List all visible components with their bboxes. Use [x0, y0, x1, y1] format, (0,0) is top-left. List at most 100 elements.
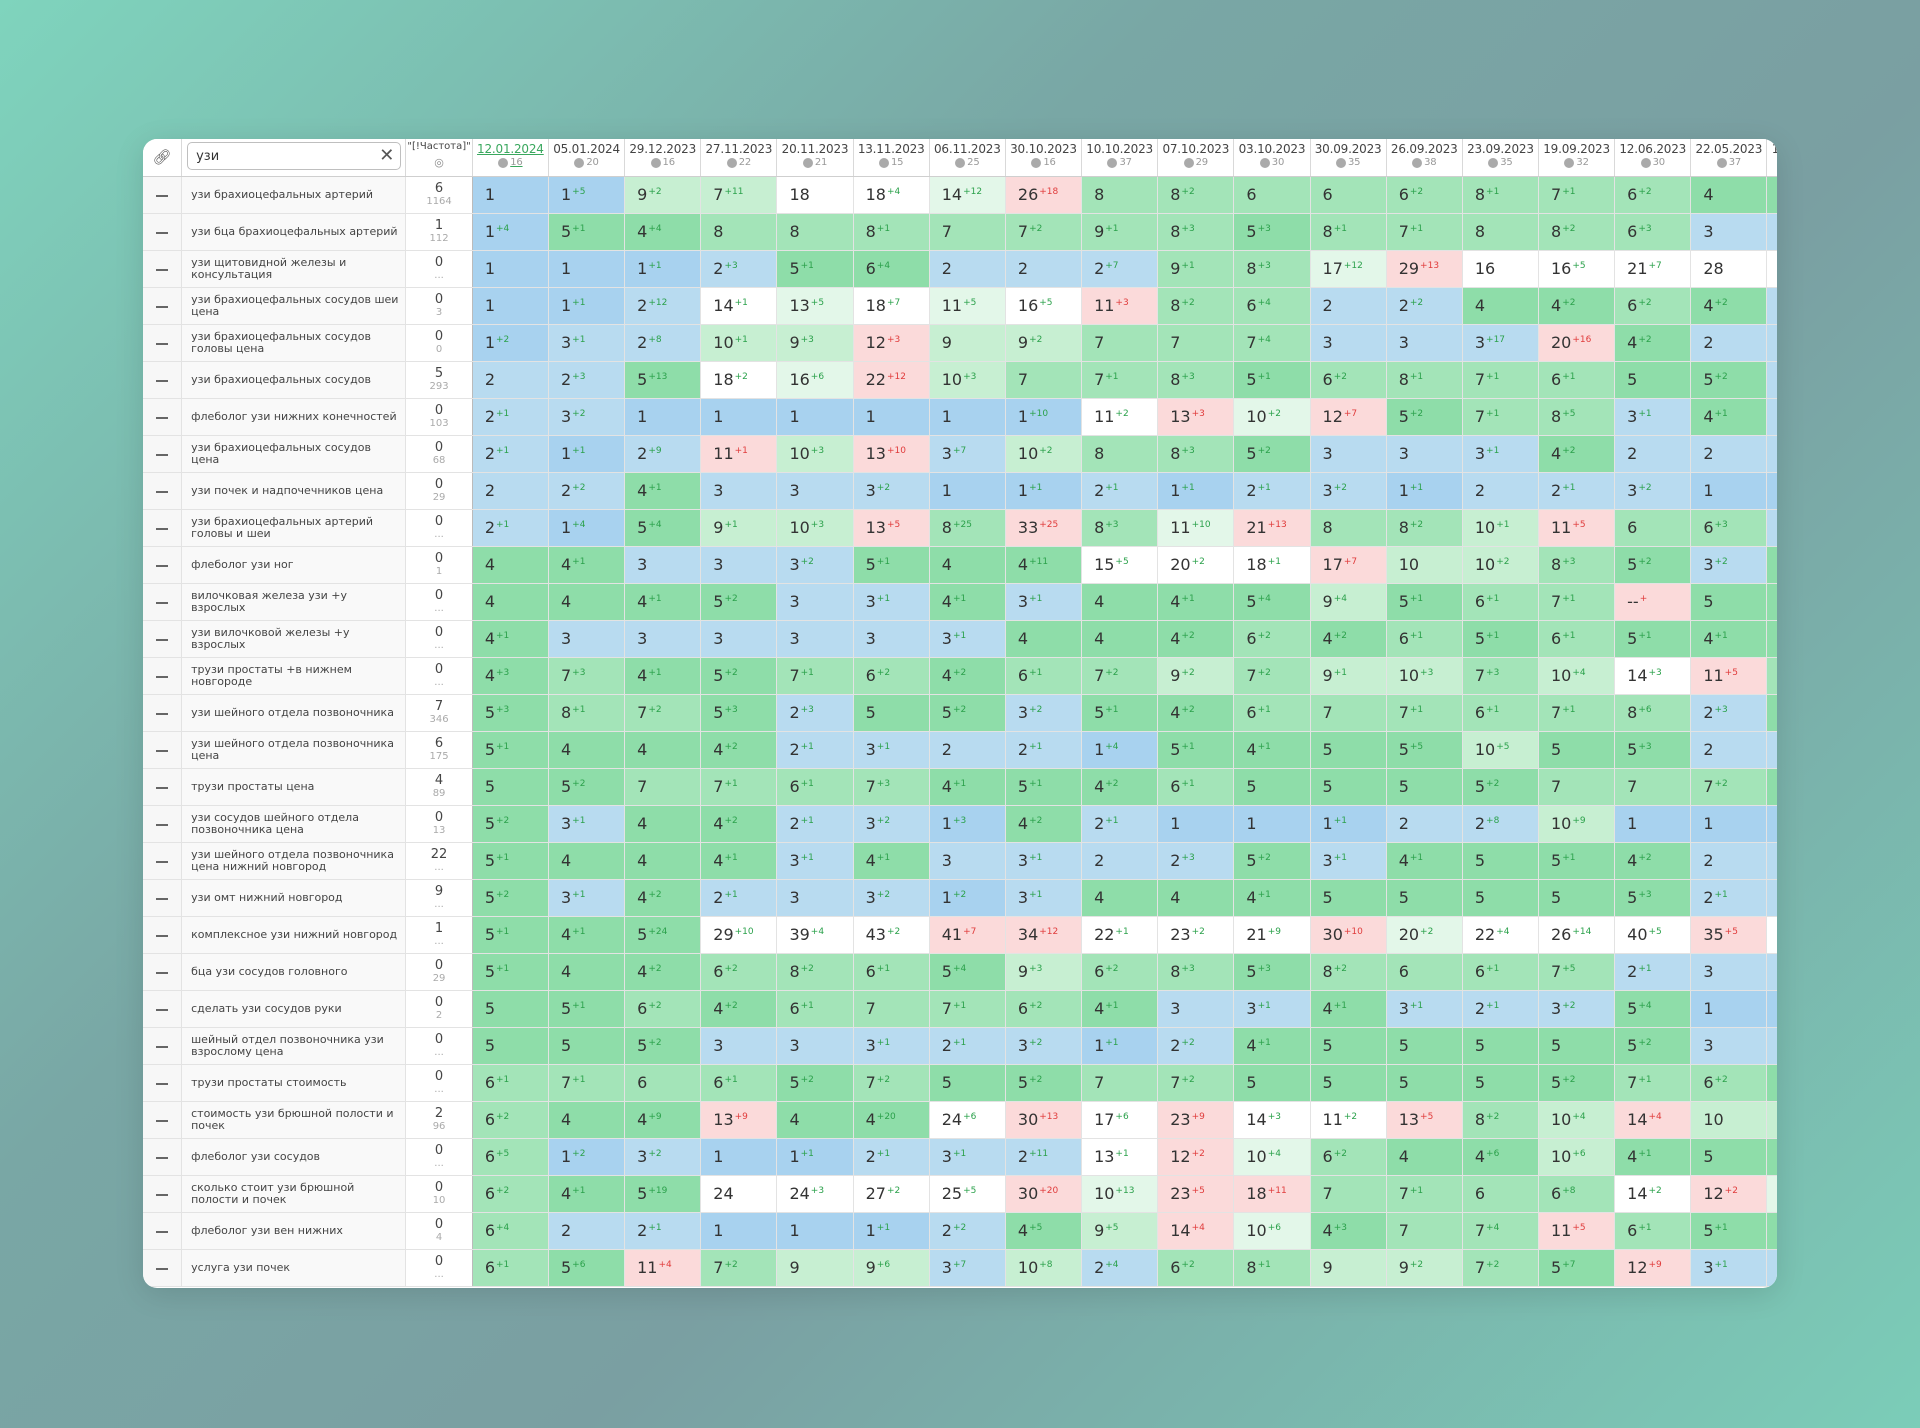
position-cell[interactable]: 5+1	[853, 546, 930, 584]
position-cell[interactable]: 3+1	[853, 731, 930, 769]
position-cell[interactable]: 6+3	[1690, 509, 1768, 547]
position-cell[interactable]: 5+3	[1233, 213, 1311, 251]
row-menu-button[interactable]	[143, 361, 183, 399]
position-cell[interactable]: 1	[1233, 805, 1311, 843]
position-cell[interactable]: 3+2	[1766, 1027, 1777, 1065]
position-cell[interactable]: 4+4	[624, 213, 702, 251]
position-cell[interactable]: 9+1	[1310, 657, 1387, 695]
position-cell[interactable]: 2+2	[1766, 731, 1777, 769]
position-cell[interactable]: 9+4	[1310, 583, 1387, 621]
position-cell[interactable]: 3+1	[1005, 583, 1083, 621]
position-cell[interactable]: 6+1	[1462, 583, 1540, 621]
position-cell[interactable]: 10	[1690, 1101, 1768, 1139]
position-cell[interactable]: 28	[1690, 250, 1768, 288]
row-menu-button[interactable]	[143, 916, 183, 954]
position-cell[interactable]: 4	[472, 583, 549, 621]
position-cell[interactable]: 5+2	[929, 694, 1006, 732]
position-cell[interactable]: 6+1	[776, 768, 854, 806]
position-cell[interactable]: 8+2	[1386, 509, 1463, 547]
position-cell[interactable]: 5+1	[1462, 620, 1540, 658]
position-cell[interactable]: 2	[1386, 805, 1463, 843]
position-cell[interactable]: 4	[1081, 879, 1159, 917]
position-cell[interactable]: 41+7	[929, 916, 1006, 954]
position-cell[interactable]: 5	[1462, 842, 1540, 880]
row-menu-button[interactable]	[143, 583, 183, 621]
date-column-header[interactable]: 26.09.2023 38	[1386, 139, 1463, 177]
position-cell[interactable]: 5+3	[1614, 879, 1692, 917]
position-cell[interactable]: 5+1	[1766, 620, 1777, 658]
position-cell[interactable]: 35+5	[1690, 916, 1768, 954]
position-cell[interactable]: 2	[929, 731, 1006, 769]
position-cell[interactable]: 3+2	[853, 879, 930, 917]
position-cell[interactable]: 5	[472, 990, 549, 1028]
position-cell[interactable]: 5+1	[1081, 694, 1159, 732]
position-cell[interactable]: 2+1	[472, 435, 549, 473]
position-cell[interactable]: 1+1	[1310, 805, 1387, 843]
position-cell[interactable]: 2+1	[776, 731, 854, 769]
position-cell[interactable]: 2+3	[548, 361, 626, 399]
position-cell[interactable]: 2+1	[1538, 472, 1616, 510]
position-cell[interactable]: 27+2	[853, 1175, 930, 1213]
position-cell[interactable]: 4	[624, 731, 702, 769]
position-cell[interactable]: 18+7	[853, 287, 930, 325]
position-cell[interactable]: 28+5	[1766, 250, 1777, 288]
position-cell[interactable]: 8+6	[1614, 694, 1692, 732]
position-cell[interactable]: 10+3	[929, 361, 1006, 399]
position-cell[interactable]: 5+4	[1614, 990, 1692, 1028]
position-cell[interactable]: 10+2	[1766, 1101, 1777, 1139]
position-cell[interactable]: 3	[1157, 990, 1235, 1028]
position-cell[interactable]: 5	[1233, 1064, 1311, 1102]
date-label[interactable]: 22.05.2023	[1695, 142, 1763, 156]
date-column-header[interactable]: 10.10.2023 37	[1081, 139, 1159, 177]
position-cell[interactable]: 3+1	[853, 1027, 930, 1065]
row-menu-button[interactable]	[143, 1175, 183, 1213]
position-cell[interactable]: 14+2	[1614, 1175, 1692, 1213]
date-label[interactable]: 06.11.2023	[933, 142, 1001, 156]
position-cell[interactable]: 8+5	[1538, 398, 1616, 436]
position-cell[interactable]: 3+1	[1614, 398, 1692, 436]
position-cell[interactable]: 9+1	[1157, 250, 1235, 288]
position-cell[interactable]: 3+1	[1766, 213, 1777, 251]
position-cell[interactable]: 5+1	[1157, 731, 1235, 769]
position-cell[interactable]: 1+1	[853, 1212, 930, 1250]
row-menu-button[interactable]	[143, 435, 183, 473]
position-cell[interactable]: 4+1	[929, 583, 1006, 621]
position-cell[interactable]: 6+2	[1614, 287, 1692, 325]
position-cell[interactable]: 2	[1690, 842, 1768, 880]
position-cell[interactable]: 6+1	[1462, 694, 1540, 732]
position-cell[interactable]: 2	[1766, 324, 1777, 362]
position-cell[interactable]: 5+1	[776, 250, 854, 288]
position-cell[interactable]: 2	[548, 1212, 626, 1250]
position-cell[interactable]: 6+1	[853, 953, 930, 991]
date-column-header[interactable]: 12.01.2024 16	[472, 139, 549, 177]
position-cell[interactable]: 9	[929, 324, 1006, 362]
position-cell[interactable]: 8+2	[1157, 287, 1235, 325]
position-cell[interactable]: 3+1	[776, 842, 854, 880]
position-cell[interactable]: 16+5	[1538, 250, 1616, 288]
position-cell[interactable]: 34+12	[1005, 916, 1083, 954]
position-cell[interactable]: 17+12	[1310, 250, 1387, 288]
position-cell[interactable]: 4+2	[1157, 620, 1235, 658]
position-cell[interactable]: 6+2	[1386, 176, 1463, 214]
position-cell[interactable]: 1	[700, 1212, 778, 1250]
position-cell[interactable]: 4	[929, 546, 1006, 584]
position-cell[interactable]: 4+2	[1538, 287, 1616, 325]
position-cell[interactable]: 9+6	[853, 1249, 930, 1287]
position-cell[interactable]: 5	[1462, 1027, 1540, 1065]
position-cell[interactable]: 5	[1462, 1064, 1540, 1102]
position-cell[interactable]: 3+1	[1766, 361, 1777, 399]
position-cell[interactable]: 10	[1766, 1175, 1777, 1213]
position-cell[interactable]: 6+1	[1386, 620, 1463, 658]
position-cell[interactable]: 11+4	[624, 1249, 702, 1287]
position-cell[interactable]: 24	[700, 1175, 778, 1213]
position-cell[interactable]: 2	[1690, 324, 1768, 362]
position-cell[interactable]: 7	[1614, 768, 1692, 806]
position-cell[interactable]: 17+7	[1310, 546, 1387, 584]
position-cell[interactable]: 1+1	[1081, 1027, 1159, 1065]
row-menu-button[interactable]	[143, 768, 183, 806]
position-cell[interactable]: 3+1	[1766, 953, 1777, 991]
position-cell[interactable]: 8+1	[1310, 213, 1387, 251]
position-cell[interactable]: 7	[624, 768, 702, 806]
position-cell[interactable]: 3+1	[1766, 398, 1777, 436]
position-cell[interactable]: 2+1	[1614, 953, 1692, 991]
